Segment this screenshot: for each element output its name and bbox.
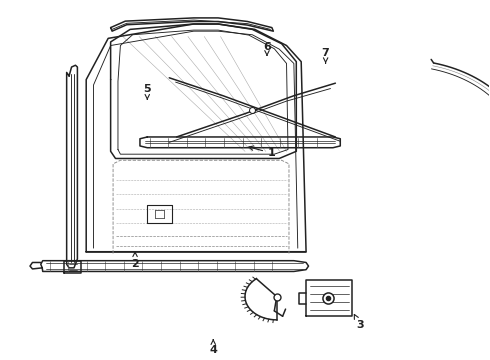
- Text: 7: 7: [322, 48, 329, 63]
- Text: 6: 6: [263, 42, 271, 55]
- Text: 2: 2: [131, 252, 139, 269]
- Text: 3: 3: [354, 314, 364, 330]
- Text: 1: 1: [249, 146, 276, 158]
- Text: 4: 4: [209, 339, 217, 355]
- Text: 5: 5: [144, 84, 151, 99]
